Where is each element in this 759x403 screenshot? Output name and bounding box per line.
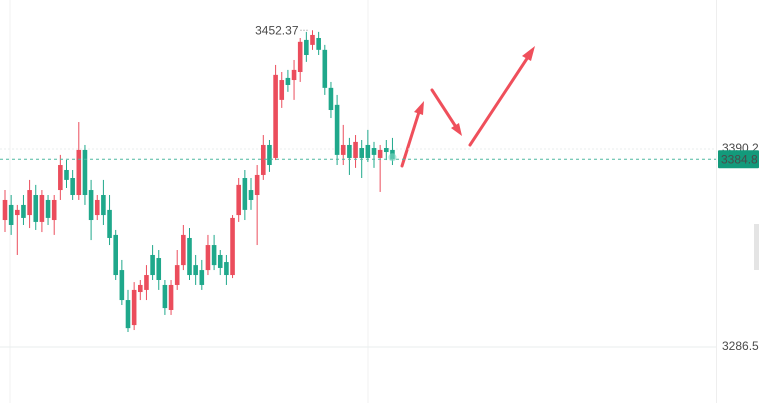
candle-body — [76, 149, 82, 196]
last-price-pulse — [388, 153, 397, 162]
candle-body — [113, 234, 118, 276]
candle-body — [58, 165, 63, 191]
candle-body — [371, 148, 377, 155]
candle-body — [144, 275, 149, 290]
candle-body — [21, 204, 26, 218]
candle-body — [310, 34, 315, 45]
candle-body — [297, 41, 303, 73]
candle-body — [340, 144, 346, 155]
candle-body — [33, 195, 39, 222]
candle-body — [304, 39, 309, 56]
candle-body — [150, 254, 155, 276]
candle-body — [254, 174, 260, 196]
candle-body — [384, 148, 389, 153]
candle-body — [174, 265, 180, 285]
arrow-shaft — [400, 110, 421, 168]
candle-body — [15, 209, 20, 216]
candle-body — [82, 149, 88, 196]
candle-body — [39, 195, 45, 222]
candle-body — [27, 190, 32, 216]
candle-body — [94, 199, 100, 216]
candle-body — [162, 284, 168, 309]
candle-body — [119, 270, 125, 301]
candle-body — [2, 199, 8, 221]
candle-body — [181, 234, 186, 266]
last-price-box — [718, 150, 759, 169]
candle-body — [316, 38, 321, 50]
candle-body — [273, 74, 278, 158]
arrow-head — [522, 46, 535, 61]
candle-body — [156, 258, 162, 280]
arrows — [400, 46, 535, 168]
candle-body — [230, 217, 235, 276]
candle-body — [199, 270, 205, 285]
candle-body — [353, 141, 358, 158]
max-price-label: 3452.37 — [255, 23, 299, 37]
candle-body — [107, 209, 112, 238]
candle-body — [322, 49, 328, 88]
arrow-head — [451, 123, 462, 136]
candle-body — [279, 80, 285, 100]
candle-body — [359, 148, 364, 158]
candle-body — [211, 245, 217, 266]
arrow-head — [414, 101, 424, 115]
candle-body — [242, 178, 248, 210]
candle-body — [236, 184, 241, 216]
candle-body — [291, 69, 297, 81]
candle-body — [138, 284, 143, 293]
candle-body — [125, 300, 131, 329]
candle-body — [377, 149, 383, 158]
candle-body — [8, 204, 14, 225]
candle-body — [217, 254, 223, 268]
candle-body — [261, 144, 266, 175]
last-price-label: 3384.8 — [721, 152, 758, 166]
scrollbar — [754, 224, 759, 270]
candle-body — [64, 169, 69, 180]
candle-body — [267, 144, 272, 166]
candle-body — [101, 195, 106, 216]
candle-body — [131, 289, 137, 326]
candle-body — [45, 199, 51, 218]
candle-body — [70, 178, 75, 196]
candle-body — [187, 237, 192, 276]
arrow-shaft — [430, 88, 458, 129]
y-tick-label: 3286.5 — [722, 339, 759, 353]
candle-body — [285, 77, 291, 85]
candle-body — [224, 262, 229, 276]
candle-body — [347, 144, 352, 158]
candle-body — [205, 245, 211, 271]
candle-body — [365, 144, 371, 158]
candle-body — [168, 284, 174, 310]
candle-body — [51, 199, 57, 221]
candle-body — [88, 190, 94, 221]
candle-body — [334, 104, 340, 155]
candle-body — [248, 190, 254, 200]
candle-body — [328, 87, 334, 111]
arrow-shaft — [468, 55, 530, 147]
candle-body — [193, 265, 198, 276]
